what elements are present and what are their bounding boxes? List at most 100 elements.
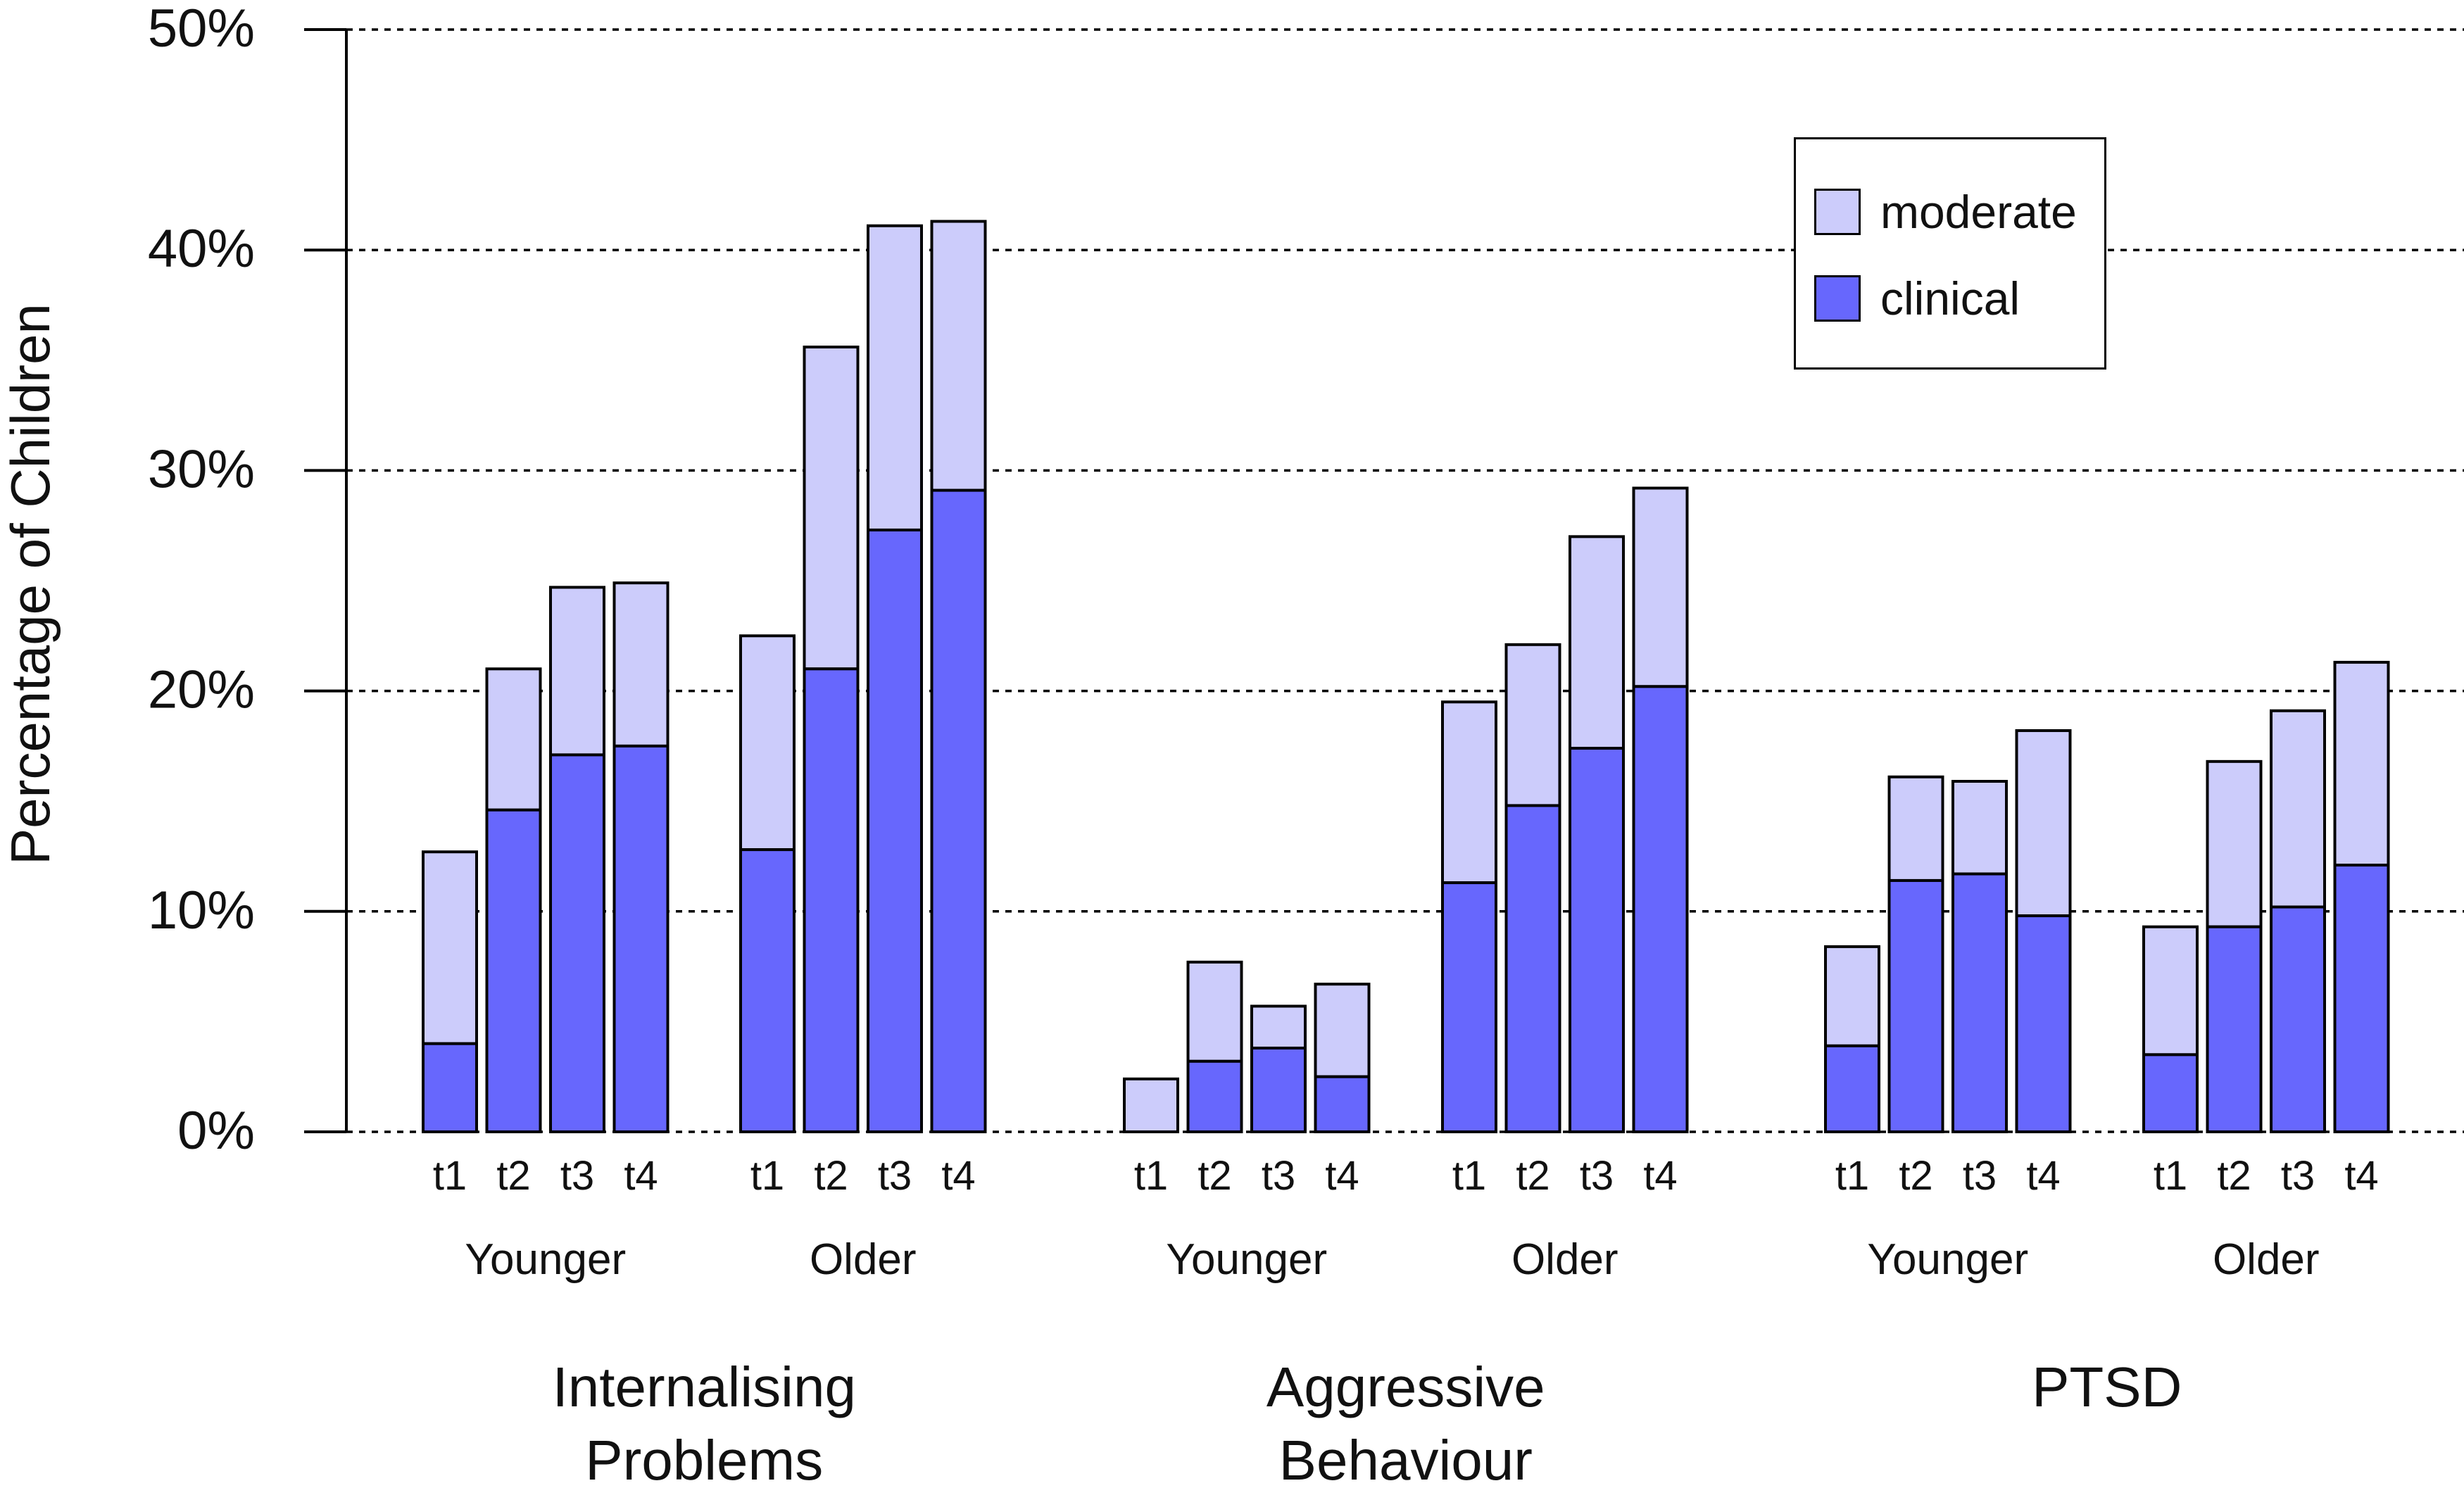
- bar-clinical: [1632, 685, 1689, 1133]
- bar-moderate: [1314, 983, 1371, 1078]
- x-axis-labels: t1 t2 t3 t4 Younger t1 t2 t3 t4 Older Internalisin…: [433, 1153, 2379, 1488]
- bar-clinical: [2270, 905, 2326, 1133]
- legend-label-clinical: clinical: [1880, 272, 2020, 324]
- bar-moderate: [803, 346, 860, 671]
- bar-moderate: [1504, 643, 1561, 807]
- bar-clinical: [930, 488, 987, 1133]
- x-tick-label: t3: [560, 1153, 594, 1199]
- y-tick-label: 30%: [148, 439, 255, 499]
- bar-moderate: [1123, 1077, 1179, 1134]
- legend-swatch-moderate: [1814, 189, 1861, 235]
- bar-clinical: [422, 1042, 478, 1133]
- group-label: Problems: [585, 1429, 823, 1488]
- bar-moderate: [867, 224, 923, 531]
- x-tick-label: t3: [1963, 1153, 1997, 1199]
- bar-clinical: [1250, 1046, 1307, 1134]
- bar-clinical: [2206, 925, 2263, 1133]
- bar-clinical: [485, 808, 542, 1134]
- bar-moderate: [1186, 960, 1243, 1063]
- bar-moderate: [2270, 709, 2326, 909]
- x-tick-label: t1: [1835, 1153, 1869, 1199]
- legend-item-clinical: clinical: [1814, 272, 2020, 324]
- y-tick-label: 40%: [148, 219, 255, 279]
- subgroup-label: Younger: [465, 1235, 626, 1284]
- x-tick-label: t1: [2154, 1153, 2187, 1199]
- x-tick-label: t1: [1134, 1153, 1168, 1199]
- x-tick-label: t4: [1643, 1153, 1677, 1199]
- bar-clinical: [612, 744, 670, 1133]
- legend-swatch-clinical: [1814, 275, 1861, 322]
- x-tick-label: t1: [1452, 1153, 1486, 1199]
- x-tick-label: t4: [1325, 1153, 1359, 1199]
- x-tick-label: t4: [624, 1153, 658, 1199]
- bar-clinical: [1887, 878, 1944, 1134]
- bar-clinical: [803, 667, 860, 1133]
- bar-clinical: [1441, 881, 1497, 1133]
- x-tick-label: t2: [1899, 1153, 1932, 1199]
- x-tick-label: t3: [1580, 1153, 1614, 1199]
- bar-moderate: [2015, 729, 2072, 918]
- bar-moderate: [1250, 1004, 1307, 1049]
- subgroup-label: Older: [2213, 1235, 2320, 1284]
- bar-clinical: [1951, 872, 2008, 1134]
- x-tick-label: t4: [941, 1153, 975, 1199]
- x-tick-label: t3: [2281, 1153, 2315, 1199]
- legend-label-moderate: moderate: [1880, 186, 2077, 238]
- x-tick-label: t1: [750, 1153, 784, 1199]
- x-tick-label: t4: [2026, 1153, 2060, 1199]
- bar-clinical: [2015, 914, 2072, 1133]
- bar-moderate: [1951, 780, 2008, 876]
- bar-moderate: [2206, 759, 2263, 928]
- bar-moderate: [612, 581, 670, 748]
- x-tick-label: t3: [878, 1153, 912, 1199]
- bar-moderate: [2142, 925, 2199, 1057]
- bar-clinical: [549, 753, 605, 1133]
- subgroup-label: Older: [810, 1235, 917, 1284]
- bars: [422, 220, 2390, 1134]
- y-tick-label: 0%: [177, 1101, 255, 1161]
- y-axis: 0% 10% 20% 30% 40% 50%: [148, 0, 348, 1161]
- bar-clinical: [1504, 804, 1561, 1133]
- group-label: Internalising: [553, 1356, 856, 1418]
- y-tick-label: 10%: [148, 881, 255, 940]
- gridlines: [346, 28, 2464, 1133]
- bar-clinical: [1824, 1044, 1880, 1134]
- bar-clinical: [2142, 1053, 2199, 1134]
- bar-moderate: [1632, 486, 1689, 688]
- group-label: Aggressive: [1266, 1356, 1545, 1418]
- x-tick-label: t2: [2217, 1153, 2251, 1199]
- subgroup-label: Older: [1511, 1235, 1618, 1284]
- x-tick-label: t2: [814, 1153, 848, 1199]
- y-tick-label: 20%: [148, 660, 255, 720]
- bar-clinical: [867, 528, 923, 1133]
- bar-moderate: [1441, 700, 1497, 885]
- x-tick-label: t3: [1262, 1153, 1295, 1199]
- x-tick-label: t2: [496, 1153, 530, 1199]
- bar-moderate: [739, 634, 796, 852]
- bar-moderate: [1887, 775, 1944, 882]
- x-tick-label: t4: [2344, 1153, 2378, 1199]
- y-tick-label: 50%: [148, 0, 255, 58]
- bar-clinical: [1569, 747, 1625, 1133]
- bar-moderate: [549, 586, 605, 757]
- bar-clinical: [1186, 1059, 1243, 1133]
- subgroup-label: Younger: [1867, 1235, 2028, 1284]
- bar-moderate: [1824, 945, 1880, 1047]
- x-tick-label: t2: [1516, 1153, 1550, 1199]
- bar-clinical: [739, 848, 796, 1133]
- group-label: PTSD: [2032, 1356, 2182, 1418]
- x-tick-label: t1: [433, 1153, 467, 1199]
- y-axis-title: Percentage of Children: [0, 303, 61, 865]
- bar-moderate: [2333, 660, 2390, 867]
- legend-item-moderate: moderate: [1814, 186, 2077, 238]
- bar-moderate: [485, 667, 542, 812]
- bar-clinical: [1314, 1075, 1371, 1133]
- bar-moderate: [422, 850, 478, 1045]
- bar-moderate: [1569, 535, 1625, 750]
- bar-moderate: [930, 220, 987, 492]
- group-label: Behaviour: [1279, 1429, 1533, 1488]
- legend: moderate clinical: [1794, 137, 2106, 370]
- bar-clinical: [2333, 864, 2390, 1133]
- x-tick-label: t2: [1198, 1153, 1231, 1199]
